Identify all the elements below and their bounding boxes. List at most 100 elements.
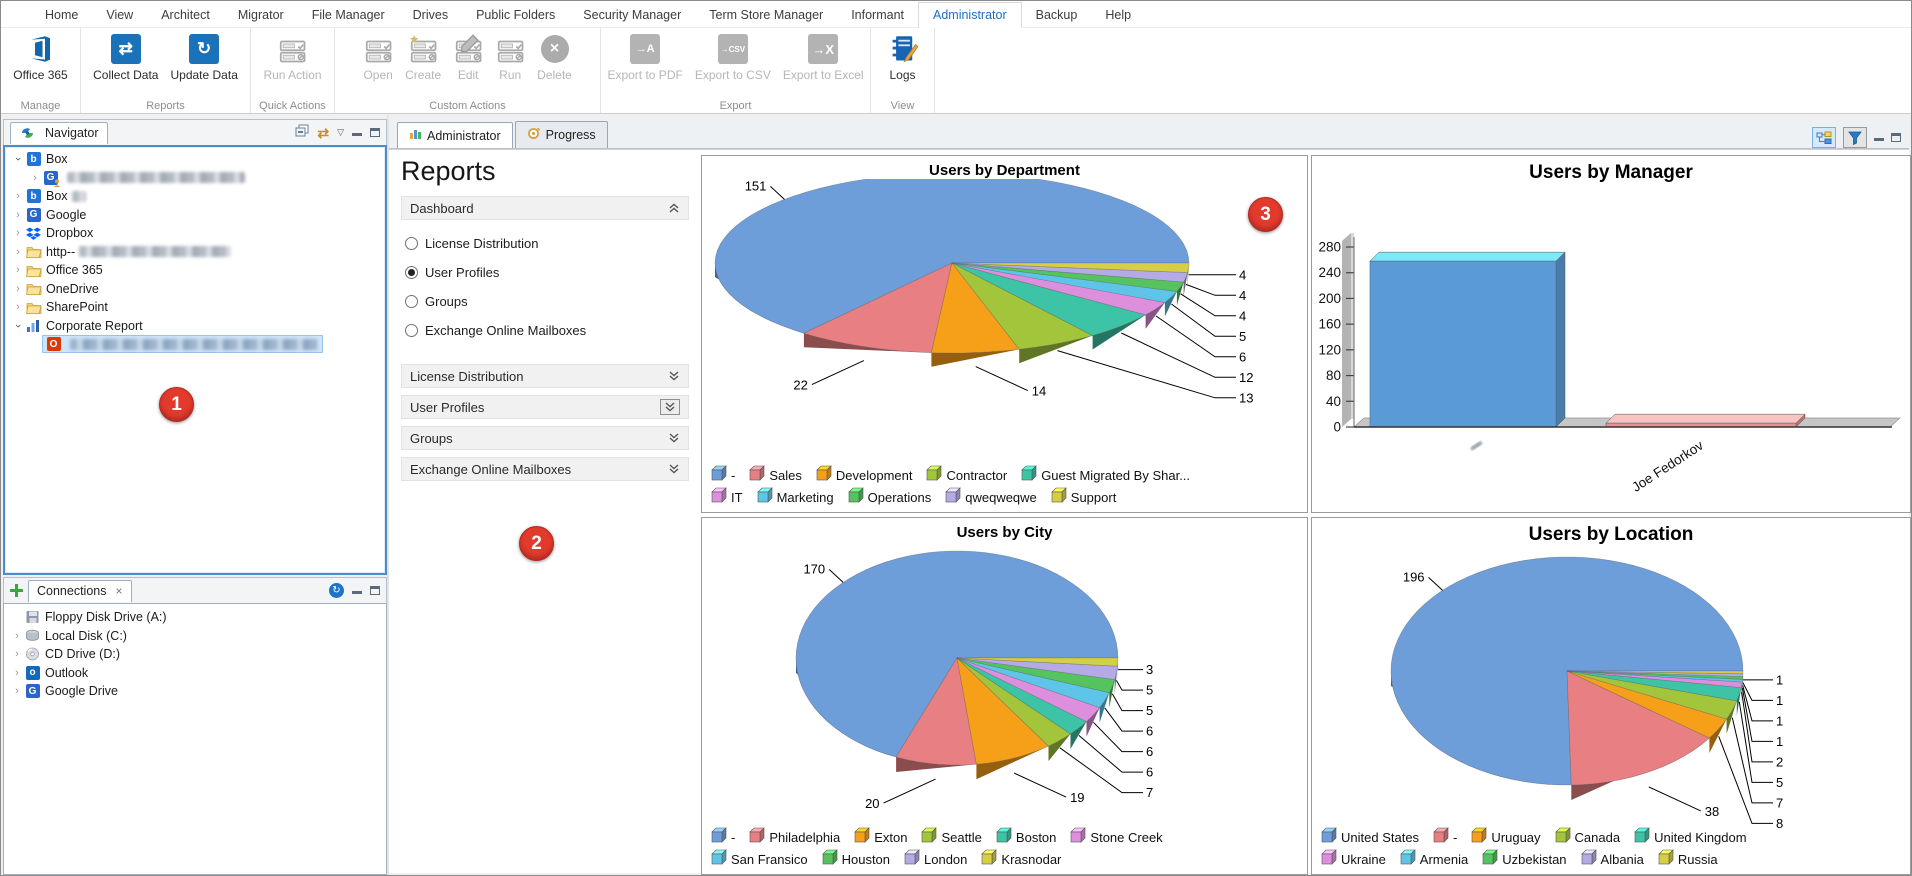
connections-item-local-disk-c[interactable]: › Local Disk (C:) [4, 627, 386, 646]
radio-selected[interactable] [405, 266, 418, 279]
minimize-icon[interactable] [1874, 135, 1884, 141]
ribbon-button-logs[interactable]: Logs [883, 31, 923, 84]
connections-item-floppy-disk-drive-a[interactable]: Floppy Disk Drive (A:) [4, 608, 386, 627]
expander-collapsed-icon[interactable]: › [15, 648, 19, 661]
ribbon-tab-backup[interactable]: Backup [1035, 8, 1078, 22]
ribbon-tab-security-manager[interactable]: Security Manager [583, 8, 682, 22]
svg-text:160: 160 [1318, 317, 1341, 332]
accordion-header-dashboard[interactable]: Dashboard [401, 196, 689, 220]
ribbon-tab-architect[interactable]: Architect [161, 8, 210, 22]
maximize-icon[interactable] [370, 128, 380, 137]
minimize-icon[interactable] [352, 588, 362, 594]
ribbon-tab-migrator[interactable]: Migrator [237, 8, 284, 22]
ribbon-tab-public-folders[interactable]: Public Folders [476, 8, 556, 22]
connections-item-google-drive[interactable]: › G Google Drive [4, 682, 386, 701]
legend-label: Marketing [776, 490, 834, 505]
navigator-item-google[interactable]: › G Google [5, 206, 385, 225]
ribbon-button-update-data[interactable]: ↻ Update Data [165, 31, 242, 84]
expander-collapsed-icon[interactable]: › [16, 264, 20, 277]
maximize-icon[interactable] [370, 586, 380, 595]
filter-button[interactable] [1843, 127, 1867, 148]
ribbon-button-export-to-pdf[interactable]: →A Export to PDF [602, 31, 687, 84]
add-connection-icon[interactable] [10, 584, 23, 597]
radio-option-exchange-online-mailboxes[interactable]: Exchange Online Mailboxes [405, 316, 689, 345]
chevron-down-icon[interactable] [668, 464, 680, 474]
expander-collapsed-icon[interactable]: › [16, 282, 20, 295]
tree-item-label: Box [46, 189, 68, 204]
radio-option-user-profiles[interactable]: User Profiles [405, 258, 689, 287]
accordion-header-groups[interactable]: Groups [401, 426, 689, 450]
ribbon-button-export-to-csv[interactable]: →CSV Export to CSV [690, 31, 776, 84]
hierarchy-view-button[interactable] [1812, 127, 1836, 148]
navigator-item-sharepoint[interactable]: › SharePoint [5, 298, 385, 317]
accordion-header-license-distribution[interactable]: License Distribution [401, 364, 689, 388]
maximize-icon[interactable] [1891, 133, 1901, 142]
connections-tab[interactable]: Connections × [28, 579, 132, 602]
ribbon-tab-term-store-manager[interactable]: Term Store Manager [709, 8, 824, 22]
chevron-down-icon[interactable] [660, 399, 680, 415]
navigator-item-http[interactable]: › http-- [5, 243, 385, 262]
expander-collapsed-icon[interactable]: › [16, 301, 20, 314]
navigator-item-dropbox[interactable]: › Dropbox [5, 224, 385, 243]
expander-expanded-icon[interactable]: › [11, 323, 24, 328]
navigator-item-onedrive[interactable]: › OneDrive [5, 280, 385, 299]
expander-collapsed-icon[interactable]: › [15, 666, 19, 679]
navigator-tab[interactable]: Navigator [10, 121, 108, 144]
navigator-item-box[interactable]: › b Box [5, 187, 385, 206]
radio-unselected[interactable] [405, 237, 418, 250]
expander-collapsed-icon[interactable]: › [16, 208, 20, 221]
ribbon-tab-informant[interactable]: Informant [851, 8, 904, 22]
navigator-item-corporate-report[interactable]: › Corporate Report [5, 317, 385, 336]
chevron-up-icon[interactable] [668, 203, 680, 213]
chevron-down-icon[interactable] [668, 371, 680, 381]
ribbon-button-collect-data[interactable]: ⇄ Collect Data [88, 31, 163, 84]
ribbon-button-run[interactable]: Run [490, 31, 530, 84]
ribbon-button-edit[interactable]: Edit [448, 31, 488, 84]
expander-collapsed-icon[interactable]: › [15, 629, 19, 642]
connections-item-outlook[interactable]: › o Outlook [4, 664, 386, 683]
sync-icon[interactable]: ⇄ [317, 124, 330, 141]
accordion-header-user-profiles[interactable]: User Profiles [401, 395, 689, 419]
radio-unselected[interactable] [405, 324, 418, 337]
navigator-item-box[interactable]: › b Box [5, 150, 385, 169]
ribbon-button-delete[interactable]: × Delete [532, 31, 577, 84]
expander-collapsed-icon[interactable]: › [16, 245, 20, 258]
ribbon-button-export-to-excel[interactable]: →X Export to Excel [778, 31, 869, 84]
collapse-all-icon[interactable] [295, 124, 309, 142]
ribbon-button-create[interactable]: Create [400, 31, 446, 84]
ribbon-tab-home[interactable]: Home [45, 8, 79, 22]
navigator-item-item[interactable]: O [5, 335, 385, 354]
svg-text:40: 40 [1326, 394, 1341, 409]
view-menu-icon[interactable]: ▽ [337, 127, 344, 137]
navigator-item-item[interactable]: › G [5, 169, 385, 188]
radio-option-groups[interactable]: Groups [405, 287, 689, 316]
expander-collapsed-icon[interactable]: › [16, 190, 20, 203]
document-tab-progress[interactable]: Progress [514, 121, 608, 148]
expander-collapsed-icon[interactable]: › [16, 227, 20, 240]
close-tab-icon[interactable]: × [115, 583, 123, 598]
ribbon-button-label: Export to PDF [607, 68, 683, 82]
ribbon-tab-file-manager[interactable]: File Manager [311, 8, 385, 22]
ribbon-tab-view[interactable]: View [106, 8, 134, 22]
panel-splitter[interactable] [387, 115, 389, 875]
expander-expanded-icon[interactable]: › [11, 157, 24, 162]
navigator-item-office-365[interactable]: › Office 365 [5, 261, 385, 280]
expander-collapsed-icon[interactable]: › [15, 685, 19, 698]
accordion-header-exchange-online-mailboxes[interactable]: Exchange Online Mailboxes [401, 457, 689, 481]
document-tab-administrator[interactable]: Administrator [397, 122, 513, 148]
ribbon-button-open[interactable]: Open [358, 31, 398, 84]
radio-unselected[interactable] [405, 295, 418, 308]
ribbon-tab-drives[interactable]: Drives [412, 8, 449, 22]
connections-item-cd-drive-d[interactable]: › CD Drive (D:) [4, 645, 386, 664]
chevron-down-icon[interactable] [668, 433, 680, 443]
ribbon-tab-help[interactable]: Help [1105, 8, 1132, 22]
radio-option-license-distribution[interactable]: License Distribution [405, 229, 689, 258]
ribbon-button-office-365[interactable]: Office 365 [8, 31, 72, 84]
ribbon-button-run-action[interactable]: Run Action [258, 31, 326, 84]
minimize-icon[interactable] [352, 130, 362, 136]
reports-accordion: Dashboard License Distribution User Profil… [401, 196, 689, 481]
legend-label: Contractor [946, 468, 1008, 483]
connections-logo-icon[interactable]: ↻ [329, 583, 344, 598]
ribbon-tab-administrator[interactable]: Administrator [918, 2, 1022, 28]
expander-collapsed-icon[interactable]: › [33, 171, 37, 184]
